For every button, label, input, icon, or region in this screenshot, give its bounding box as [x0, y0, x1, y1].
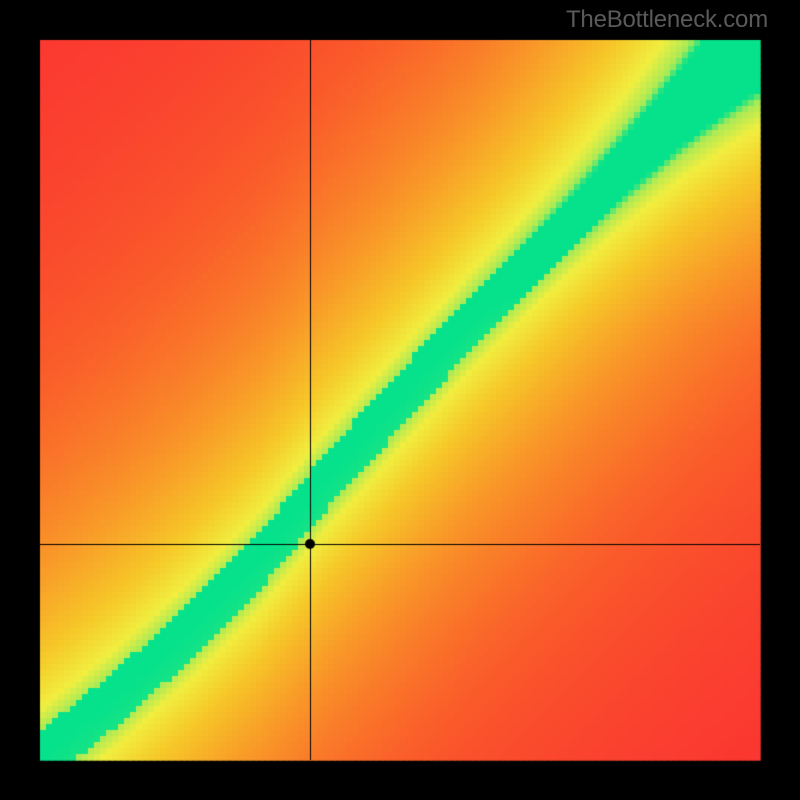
bottleneck-heatmap — [0, 0, 800, 800]
chart-container: TheBottleneck.com — [0, 0, 800, 800]
watermark-text: TheBottleneck.com — [566, 6, 768, 34]
